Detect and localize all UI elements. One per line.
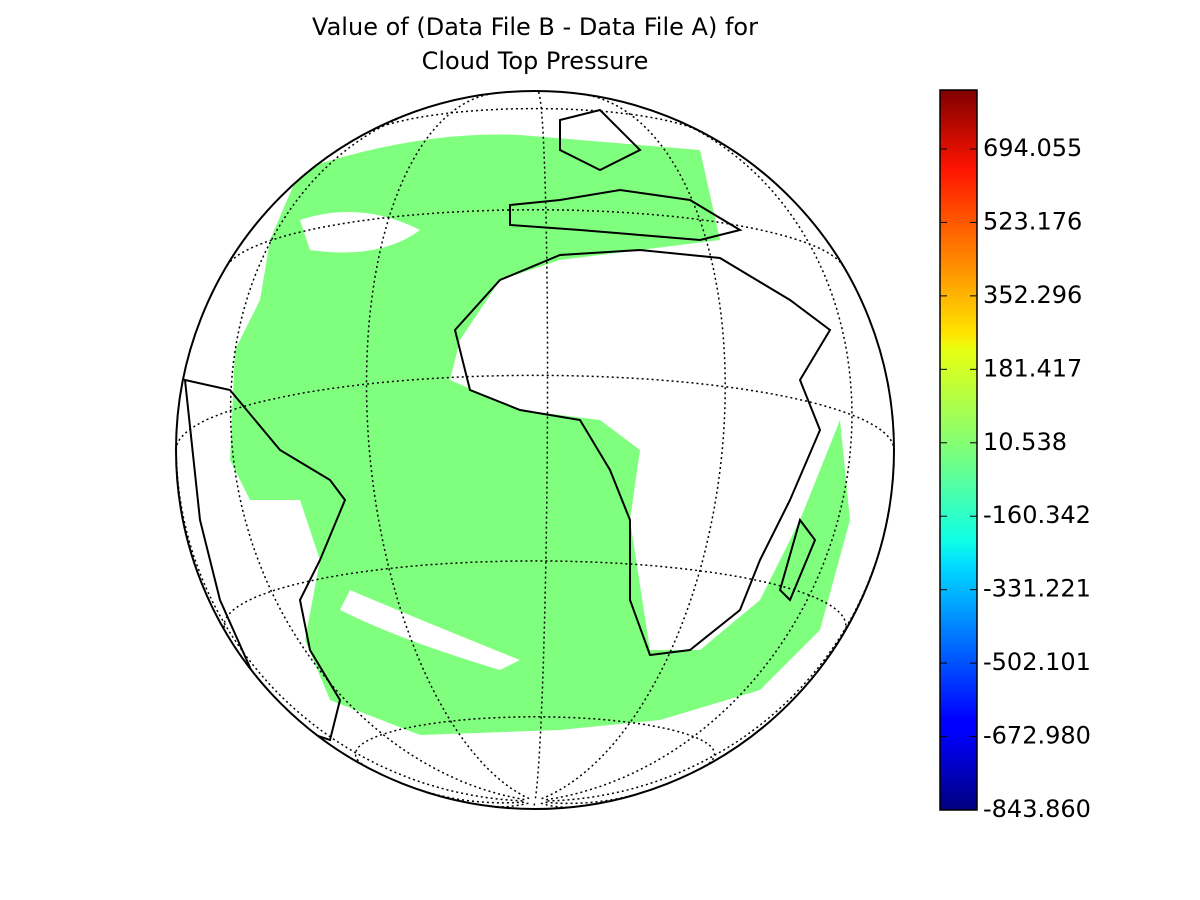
globe [176, 91, 894, 809]
graticule-line [223, 560, 847, 633]
graticule-line [534, 91, 549, 799]
colorbar-tick-label: -331.221 [983, 575, 1091, 603]
graticule-line [488, 802, 529, 808]
graticule-line [547, 513, 890, 802]
title-line: Value of (Data File B - Data File A) for [312, 13, 758, 41]
colorbar-tick-label: -502.101 [983, 648, 1091, 676]
graticule-line [540, 802, 571, 809]
colorbar-tick-label: -160.342 [983, 501, 1091, 529]
graticule-line [354, 716, 716, 768]
colorbar-tick-label: -672.980 [983, 722, 1091, 750]
graticule [176, 91, 894, 809]
graticule-line [545, 792, 640, 805]
colorbar-tick-label: 523.176 [983, 207, 1082, 235]
graticule-line [541, 94, 726, 800]
colorbar-tick-label: 10.538 [983, 428, 1067, 456]
colorbar-tick-label: -843.860 [983, 795, 1091, 823]
graticule-line [229, 108, 525, 801]
colorbar-tick-label: 352.296 [983, 281, 1082, 309]
graticule-line [365, 92, 530, 800]
colorbar-tick-label: 181.417 [983, 354, 1082, 382]
graticule-line [368, 107, 702, 133]
clear-patch [300, 212, 760, 670]
cloud-field [230, 134, 850, 735]
graticule-line [176, 398, 523, 802]
title-line: Cloud Top Pressure [422, 47, 649, 75]
graticule-line [545, 118, 853, 801]
colorbar [939, 89, 978, 811]
globe-outline [175, 90, 895, 810]
coastline [183, 108, 832, 742]
colorbar-tick-label: 694.055 [983, 134, 1082, 162]
